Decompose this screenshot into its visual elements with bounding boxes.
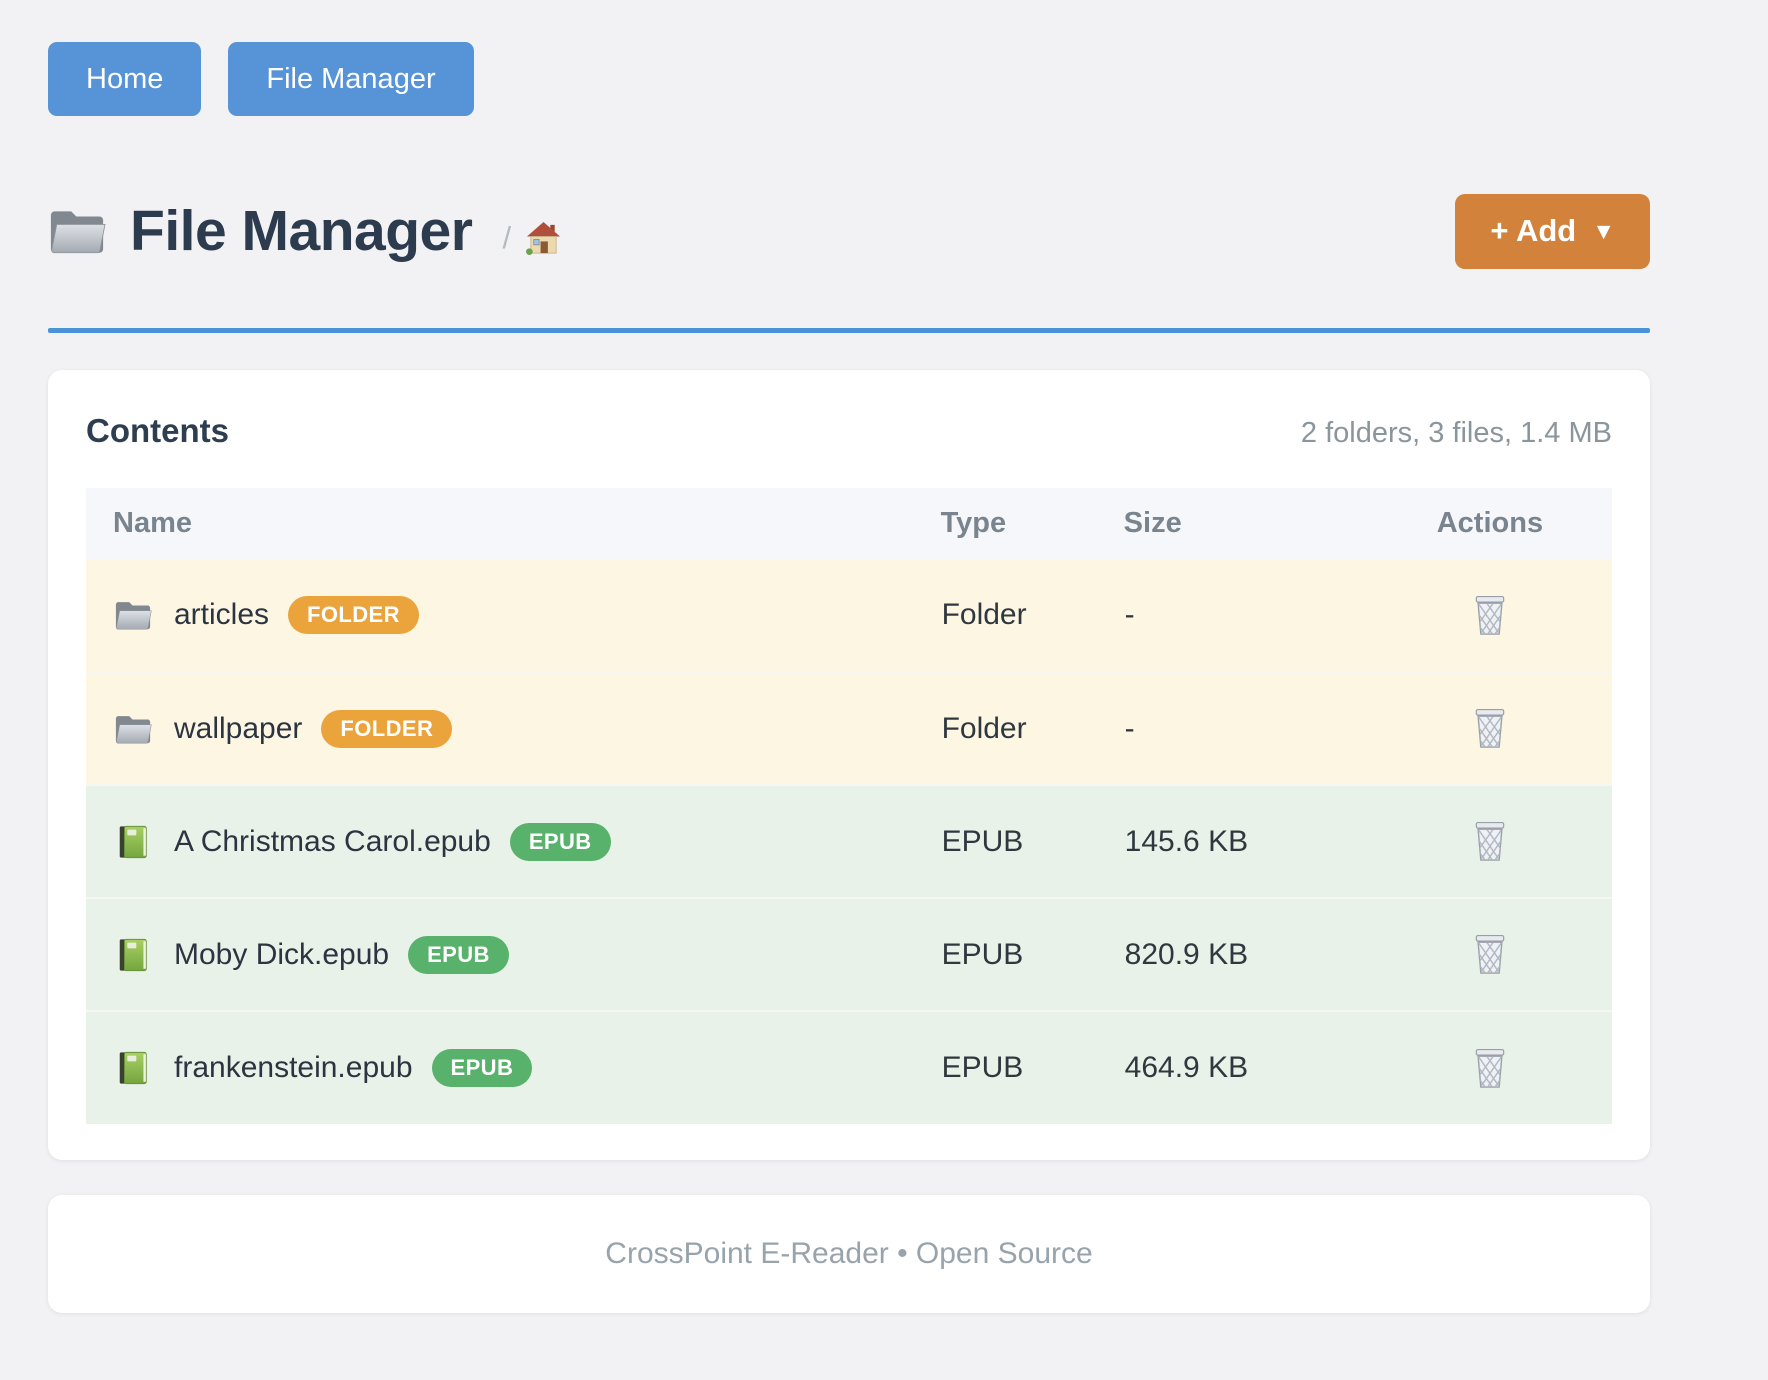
file-name-link[interactable]: frankenstein.epub bbox=[174, 1051, 413, 1084]
trash-icon bbox=[1472, 819, 1508, 863]
top-nav: Home File Manager bbox=[48, 0, 1650, 116]
add-button[interactable]: + Add ▼ bbox=[1455, 193, 1650, 269]
contents-summary: 2 folders, 3 files, 1.4 MB bbox=[1300, 417, 1612, 449]
table-header-row: Name Type Size Actions bbox=[86, 488, 1612, 559]
delete-button[interactable] bbox=[1468, 702, 1512, 754]
column-header-name: Name bbox=[86, 488, 941, 559]
page: Home File Manager File Manager / + Add ▼… bbox=[48, 0, 1650, 1313]
folder-icon bbox=[115, 601, 152, 630]
type-badge: EPUB bbox=[431, 1049, 533, 1087]
folder-icon bbox=[50, 210, 106, 254]
size-cell: - bbox=[1124, 711, 1135, 745]
footer-text: CrossPoint E-Reader • Open Source bbox=[605, 1237, 1093, 1270]
breadcrumb-separator: / bbox=[502, 220, 512, 255]
delete-button[interactable] bbox=[1468, 928, 1512, 980]
file-name-link[interactable]: articles bbox=[174, 598, 270, 631]
footer: CrossPoint E-Reader • Open Source bbox=[48, 1195, 1650, 1313]
trash-icon bbox=[1472, 932, 1508, 976]
type-cell: EPUB bbox=[941, 937, 1024, 971]
title-divider bbox=[48, 328, 1650, 333]
type-cell: EPUB bbox=[941, 1051, 1024, 1084]
add-button-label: + Add bbox=[1490, 213, 1577, 248]
column-header-type: Type bbox=[940, 488, 1124, 559]
book-icon bbox=[119, 825, 147, 858]
page-title-group: File Manager / bbox=[48, 198, 562, 264]
table-row: articles FOLDER Folder - bbox=[86, 559, 1612, 672]
delete-button[interactable] bbox=[1468, 589, 1512, 641]
table-row: Moby Dick.epub EPUB EPUB 820.9 KB bbox=[86, 898, 1612, 1011]
file-table: Name Type Size Actions articles FOLDER F… bbox=[86, 488, 1612, 1124]
nav-file-manager-button[interactable]: File Manager bbox=[228, 42, 474, 116]
column-header-actions: Actions bbox=[1367, 488, 1612, 559]
table-row: A Christmas Carol.epub EPUB EPUB 145.6 K… bbox=[86, 785, 1612, 898]
caret-down-icon: ▼ bbox=[1592, 217, 1615, 244]
trash-icon bbox=[1472, 593, 1508, 637]
type-cell: Folder bbox=[941, 711, 1027, 745]
page-title: File Manager bbox=[130, 199, 473, 263]
table-row: frankenstein.epub EPUB EPUB 464.9 KB bbox=[86, 1011, 1612, 1124]
table-row: wallpaper FOLDER Folder - bbox=[86, 672, 1612, 785]
type-badge: FOLDER bbox=[321, 709, 453, 748]
trash-icon bbox=[1472, 706, 1508, 750]
contents-heading: Contents bbox=[86, 412, 229, 449]
type-cell: EPUB bbox=[941, 824, 1024, 858]
breadcrumb: / bbox=[502, 220, 562, 257]
size-cell: 145.6 KB bbox=[1124, 824, 1249, 858]
type-badge: EPUB bbox=[509, 822, 611, 861]
nav-home-button[interactable]: Home bbox=[48, 42, 202, 116]
house-icon[interactable] bbox=[525, 220, 562, 257]
book-icon bbox=[119, 938, 147, 971]
type-cell: Folder bbox=[941, 598, 1027, 631]
book-icon bbox=[119, 1051, 147, 1085]
size-cell: 464.9 KB bbox=[1124, 1051, 1249, 1084]
file-name-link[interactable]: A Christmas Carol.epub bbox=[174, 824, 491, 858]
type-badge: FOLDER bbox=[288, 596, 419, 634]
size-cell: - bbox=[1124, 598, 1135, 631]
delete-button[interactable] bbox=[1468, 815, 1512, 867]
type-badge: EPUB bbox=[408, 935, 509, 974]
trash-icon bbox=[1472, 1046, 1508, 1090]
column-header-size: Size bbox=[1123, 488, 1368, 559]
contents-card: Contents 2 folders, 3 files, 1.4 MB Name… bbox=[48, 370, 1650, 1160]
file-name-link[interactable]: Moby Dick.epub bbox=[174, 937, 390, 971]
file-name-link[interactable]: wallpaper bbox=[174, 711, 303, 745]
size-cell: 820.9 KB bbox=[1124, 937, 1249, 971]
page-header: File Manager / + Add ▼ bbox=[48, 190, 1650, 272]
contents-card-header: Contents 2 folders, 3 files, 1.4 MB bbox=[86, 412, 1612, 450]
delete-button[interactable] bbox=[1468, 1042, 1512, 1094]
folder-icon bbox=[115, 715, 152, 744]
